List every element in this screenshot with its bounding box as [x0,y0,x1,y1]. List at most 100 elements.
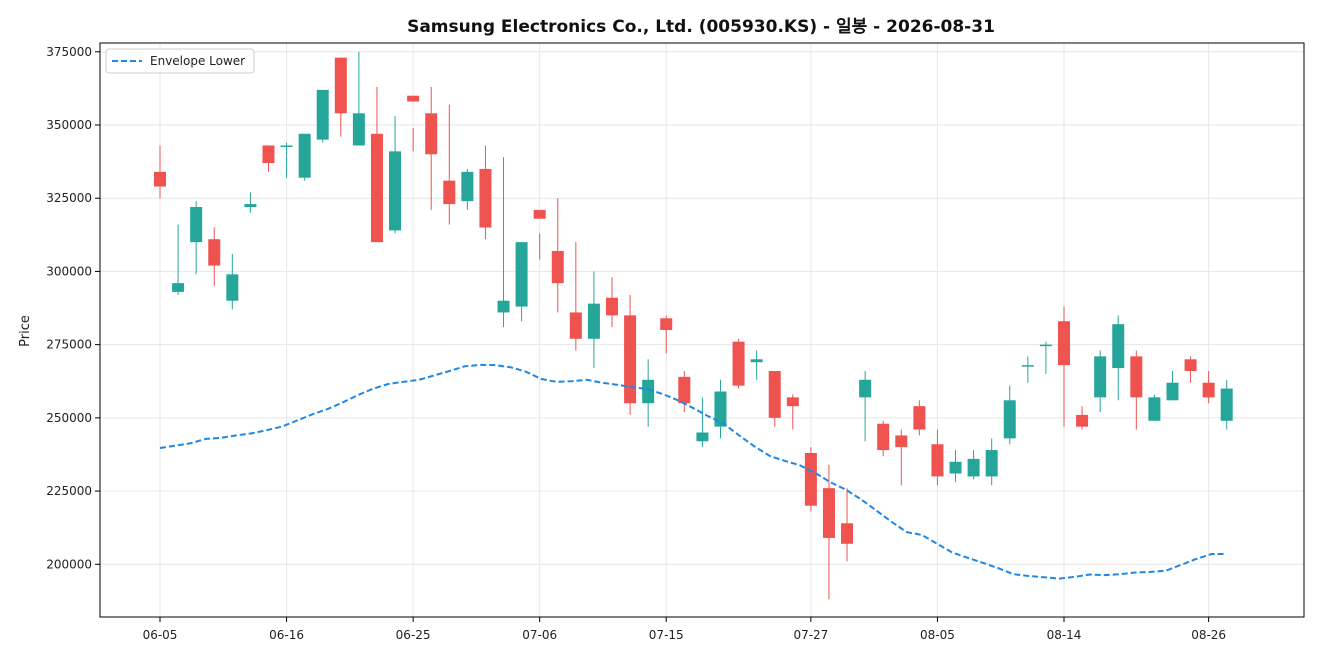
y-tick-label: 225000 [46,484,92,498]
candle-body [768,371,781,418]
candle [497,157,510,328]
candle [352,51,365,146]
candle [226,253,239,310]
candle-body [1130,356,1143,398]
candle [298,133,311,181]
candle-body [714,391,727,427]
candle [1058,306,1070,427]
candle-body [1058,321,1070,366]
y-tick-label: 275000 [46,338,92,352]
candle [1003,385,1016,445]
candle-body [949,461,962,474]
y-tick-label: 350000 [46,118,92,132]
y-tick-label: 325000 [46,191,92,205]
candle-body [389,151,402,231]
candle-body [172,283,185,292]
candle [1039,341,1052,374]
candle [1076,406,1089,430]
candle-body [822,488,835,538]
candle-body [678,376,691,404]
candle-body [262,145,275,164]
candle-body [316,89,329,140]
candle-body [280,145,293,147]
candle-body [1112,324,1125,369]
candle-body [985,450,998,477]
candle [859,371,872,442]
candle-body [533,209,546,219]
candle [1130,350,1143,430]
candle [515,242,528,322]
candle [1112,315,1125,401]
candle [967,450,980,480]
x-axis-ticks: 06-05 06-16 06-25 07-06 07-15 07-27 08-05 08-14… [143,617,1226,642]
candle-body [154,171,166,187]
candle-body [407,95,420,102]
candle-body [931,444,944,477]
candle [425,86,438,210]
candle [479,145,492,240]
candle [172,224,185,295]
candle [913,400,926,436]
candle-body [1076,414,1089,427]
x-tick-label: 06-05 [143,628,178,642]
x-tick-label: 07-06 [522,628,557,642]
candle-body [895,435,908,448]
candle [280,142,293,178]
y-tick-label: 200000 [46,557,92,571]
candle-body [244,204,257,207]
envelope-lower-line-layer [159,363,1227,580]
candle [389,116,402,234]
candle [1184,356,1197,383]
x-tick-label: 06-25 [396,628,431,642]
candle [660,315,673,354]
candle [461,168,474,210]
candle-body [624,315,637,404]
candle-body [696,432,709,442]
candle-body [461,171,474,202]
candle [1094,350,1107,412]
candle-body [1003,400,1016,439]
candle [949,450,962,483]
candle [696,397,709,448]
candle-body [1039,344,1052,347]
candle [1220,379,1233,430]
candle-body [1166,382,1179,401]
candle-body [352,113,365,146]
candle [678,371,691,412]
candle [1202,371,1215,404]
candle [533,209,546,260]
candle [804,447,817,512]
candle-body [479,168,492,228]
candle-body [569,312,582,339]
candle [262,145,275,172]
candle [551,198,564,313]
candle-body [1202,382,1215,398]
candle [208,227,221,287]
x-tick-label: 07-27 [793,628,828,642]
candle [822,464,835,600]
candle [334,57,347,137]
legend-box [105,48,255,74]
y-tick-label: 250000 [46,411,92,425]
candle-body [1021,365,1034,367]
candle [768,371,781,427]
candle [931,429,944,486]
candles [154,51,1233,600]
candle [407,95,420,152]
candle-body [606,297,618,316]
candle-body [786,397,799,407]
candle-body [804,453,817,506]
candle [1148,394,1161,421]
y-axis-label: Price [18,315,33,347]
candle-body [515,242,528,307]
candle-body [1220,388,1233,421]
candle-body [1148,397,1161,421]
candle [244,192,257,213]
candle-body [750,359,763,363]
candle [714,379,727,439]
candle [443,104,456,225]
candle-body [334,57,347,114]
candle-body [298,133,311,178]
candle [786,394,799,430]
